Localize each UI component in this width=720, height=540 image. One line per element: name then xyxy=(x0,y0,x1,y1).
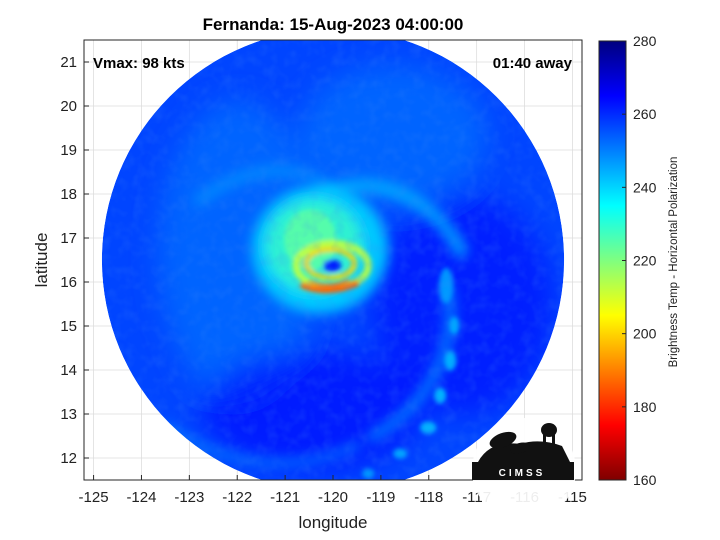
x-tick-label: -120 xyxy=(318,489,348,506)
colorbar-ticks: 280 260 240 220 200 180 160 xyxy=(622,33,657,488)
brightness-temp-swath xyxy=(101,40,565,480)
y-tick-label: 12 xyxy=(60,450,77,467)
chart-title: Fernanda: 15-Aug-2023 04:00:00 xyxy=(203,15,464,34)
y-axis-label: latitude xyxy=(32,233,51,288)
colorbar-tick-label: 220 xyxy=(633,253,657,269)
colorbar-tick-label: 280 xyxy=(633,33,657,49)
x-tick-label: -123 xyxy=(174,489,204,506)
vmax-label: Vmax: 98 kts xyxy=(93,55,185,72)
cimss-logo-text: CIMSS xyxy=(499,468,546,479)
swath-disc xyxy=(101,40,565,480)
colorbar-gradient xyxy=(598,40,627,481)
colorbar-tick-label: 240 xyxy=(633,179,657,195)
plot-area: -125-124-123-122-121-120-119-118-117-116… xyxy=(60,39,587,506)
y-tick-label: 15 xyxy=(60,318,77,335)
x-tick-label: -124 xyxy=(126,489,156,506)
colorbar: 280 260 240 220 200 180 160 xyxy=(598,33,657,488)
y-tick-label: 18 xyxy=(60,186,77,203)
colorbar-tick-label: 160 xyxy=(633,472,657,488)
colorbar-tick-label: 260 xyxy=(633,106,657,122)
y-tick-label: 20 xyxy=(60,98,77,115)
colorbar-tick-label: 180 xyxy=(633,399,657,415)
y-tick-label: 13 xyxy=(60,406,77,423)
x-tick-label: -122 xyxy=(222,489,252,506)
colorbar-tick-label: 200 xyxy=(633,326,657,342)
x-tick-label: -118 xyxy=(414,489,443,506)
y-tick-label: 19 xyxy=(60,142,77,159)
y-tick-label: 17 xyxy=(60,230,77,247)
x-axis-label: longitude xyxy=(298,513,367,532)
time-away-label: 01:40 away xyxy=(493,55,573,72)
cimss-logo: CIMSS xyxy=(472,418,576,522)
colorbar-label: Brightness Temp - Horizontal Polarizatio… xyxy=(668,157,680,368)
x-tick-label: -119 xyxy=(366,489,395,506)
x-tick-label: -125 xyxy=(79,489,109,506)
y-tick-label: 14 xyxy=(60,362,77,379)
y-tick-label: 16 xyxy=(60,274,77,291)
cimss-satellite-dish-logo xyxy=(472,418,576,522)
x-tick-label: -121 xyxy=(270,489,300,506)
y-tick-label: 21 xyxy=(60,54,77,71)
